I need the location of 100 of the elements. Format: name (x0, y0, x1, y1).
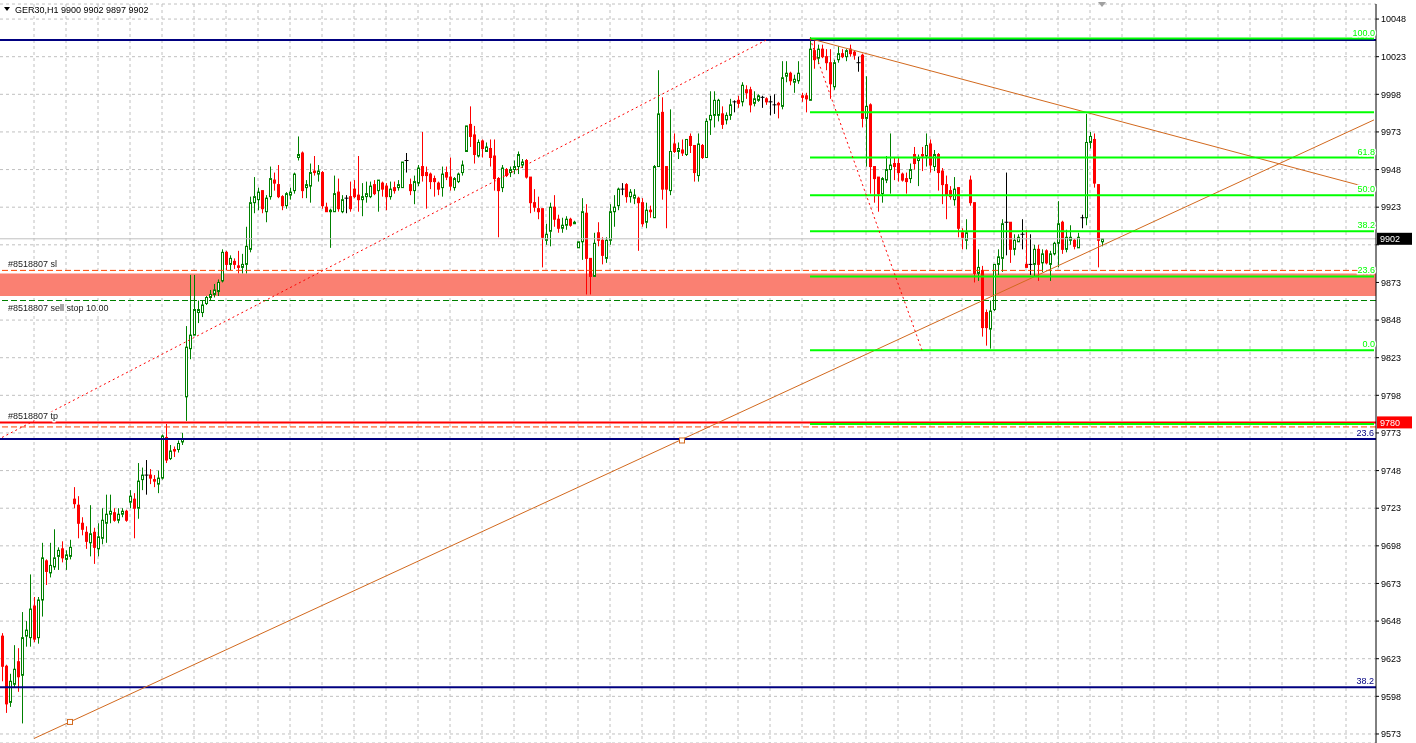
y-tick-label: 9698 (1381, 541, 1402, 552)
candlestick (905, 172, 908, 195)
candlestick (925, 132, 928, 168)
y-tick-label: 9673 (1381, 578, 1402, 589)
candlestick (829, 48, 832, 100)
candlestick (889, 132, 892, 195)
candlestick (717, 98, 720, 122)
candlestick (433, 175, 436, 198)
candlestick (341, 194, 344, 214)
candlestick (57, 546, 60, 571)
candlestick (237, 250, 240, 274)
candlestick (1037, 244, 1040, 282)
candlestick (449, 157, 452, 192)
candlestick (989, 300, 992, 350)
candlestick (897, 157, 900, 183)
candlestick (65, 549, 68, 571)
candlestick (425, 166, 428, 210)
annotation: 38.2 (1356, 676, 1374, 687)
candlestick (501, 164, 504, 193)
candlestick (977, 248, 980, 282)
candlestick (69, 539, 72, 560)
candlestick (493, 138, 496, 192)
candlestick (49, 542, 52, 578)
y-tick-label: 9573 (1381, 729, 1402, 740)
candlestick (273, 172, 276, 192)
y-tick-label: 10048 (1381, 14, 1407, 25)
candlestick (1004, 172, 1009, 256)
candlestick (732, 99, 737, 113)
y-tick-label: 9773 (1381, 428, 1402, 439)
candlestick (385, 182, 388, 211)
candlestick (893, 157, 896, 181)
candlestick (709, 90, 712, 136)
y-tick-label: 9598 (1381, 691, 1402, 702)
candlestick (1033, 244, 1036, 277)
candlestick (1041, 248, 1044, 273)
y-tick-label: 9973 (1381, 127, 1402, 138)
series-label: 38.2 (1357, 220, 1375, 231)
candlestick (797, 60, 800, 85)
candlestick (772, 93, 777, 115)
series-label: 50.0 (1357, 184, 1375, 195)
candlestick (297, 135, 300, 162)
candlestick (129, 489, 132, 509)
y-tick-label: 9748 (1381, 465, 1402, 476)
candlestick (909, 163, 912, 184)
candlestick (225, 250, 228, 271)
candlestick (265, 194, 268, 223)
series-label: 0.0 (1362, 339, 1375, 350)
candlestick (109, 494, 112, 524)
candlestick (257, 187, 260, 211)
candlestick (269, 166, 272, 201)
candlestick (361, 182, 364, 217)
candlestick (929, 138, 932, 174)
candlestick (641, 197, 644, 228)
candlestick (349, 181, 352, 213)
candlestick (1025, 229, 1028, 268)
candlestick (97, 522, 100, 557)
candlestick (961, 227, 964, 250)
candlestick (856, 56, 861, 73)
chart-title: GER30,H1 9900 9902 9897 9902 (15, 5, 149, 15)
ref-line-label: 9780 (1380, 417, 1401, 428)
candlestick (721, 105, 724, 130)
candlestick (1028, 233, 1033, 276)
candlestick (93, 527, 96, 565)
y-tick-label: 9798 (1381, 390, 1402, 401)
candlestick (313, 155, 316, 177)
candlestick (9, 673, 12, 708)
series-label: 61.8 (1357, 146, 1375, 157)
candlestick (937, 152, 940, 192)
candlestick (261, 190, 264, 214)
y-tick-label: 9848 (1381, 315, 1402, 326)
candlestick (553, 194, 556, 228)
annotation: 23.6 (1356, 427, 1374, 438)
candlestick (785, 60, 788, 83)
candlestick (741, 81, 744, 107)
candlestick (921, 146, 924, 172)
candlestick (133, 492, 136, 539)
candlestick (637, 196, 640, 252)
candlestick (481, 138, 484, 159)
candlestick (713, 90, 716, 128)
candlestick (309, 163, 312, 204)
ref-line-label: 9902 (1380, 234, 1401, 245)
candlestick (729, 98, 732, 121)
candlestick (477, 138, 480, 159)
y-tick-label: 9923 (1381, 202, 1402, 213)
series-label: 100.0 (1352, 27, 1375, 38)
candlestick (365, 181, 368, 204)
y-tick-label: 9823 (1381, 352, 1402, 363)
ref-line-label: #8518807 sl (8, 259, 58, 270)
candlestick (344, 194, 349, 214)
candlestick (89, 504, 92, 557)
candlestick (17, 647, 20, 693)
candlestick (473, 125, 476, 165)
candlestick (141, 467, 144, 491)
candlestick (673, 132, 676, 154)
candlestick (601, 236, 604, 265)
y-tick-label: 9998 (1381, 89, 1402, 100)
candlestick (337, 178, 340, 213)
candlestick (101, 507, 104, 545)
candlestick (645, 202, 648, 229)
candlestick (421, 131, 424, 183)
